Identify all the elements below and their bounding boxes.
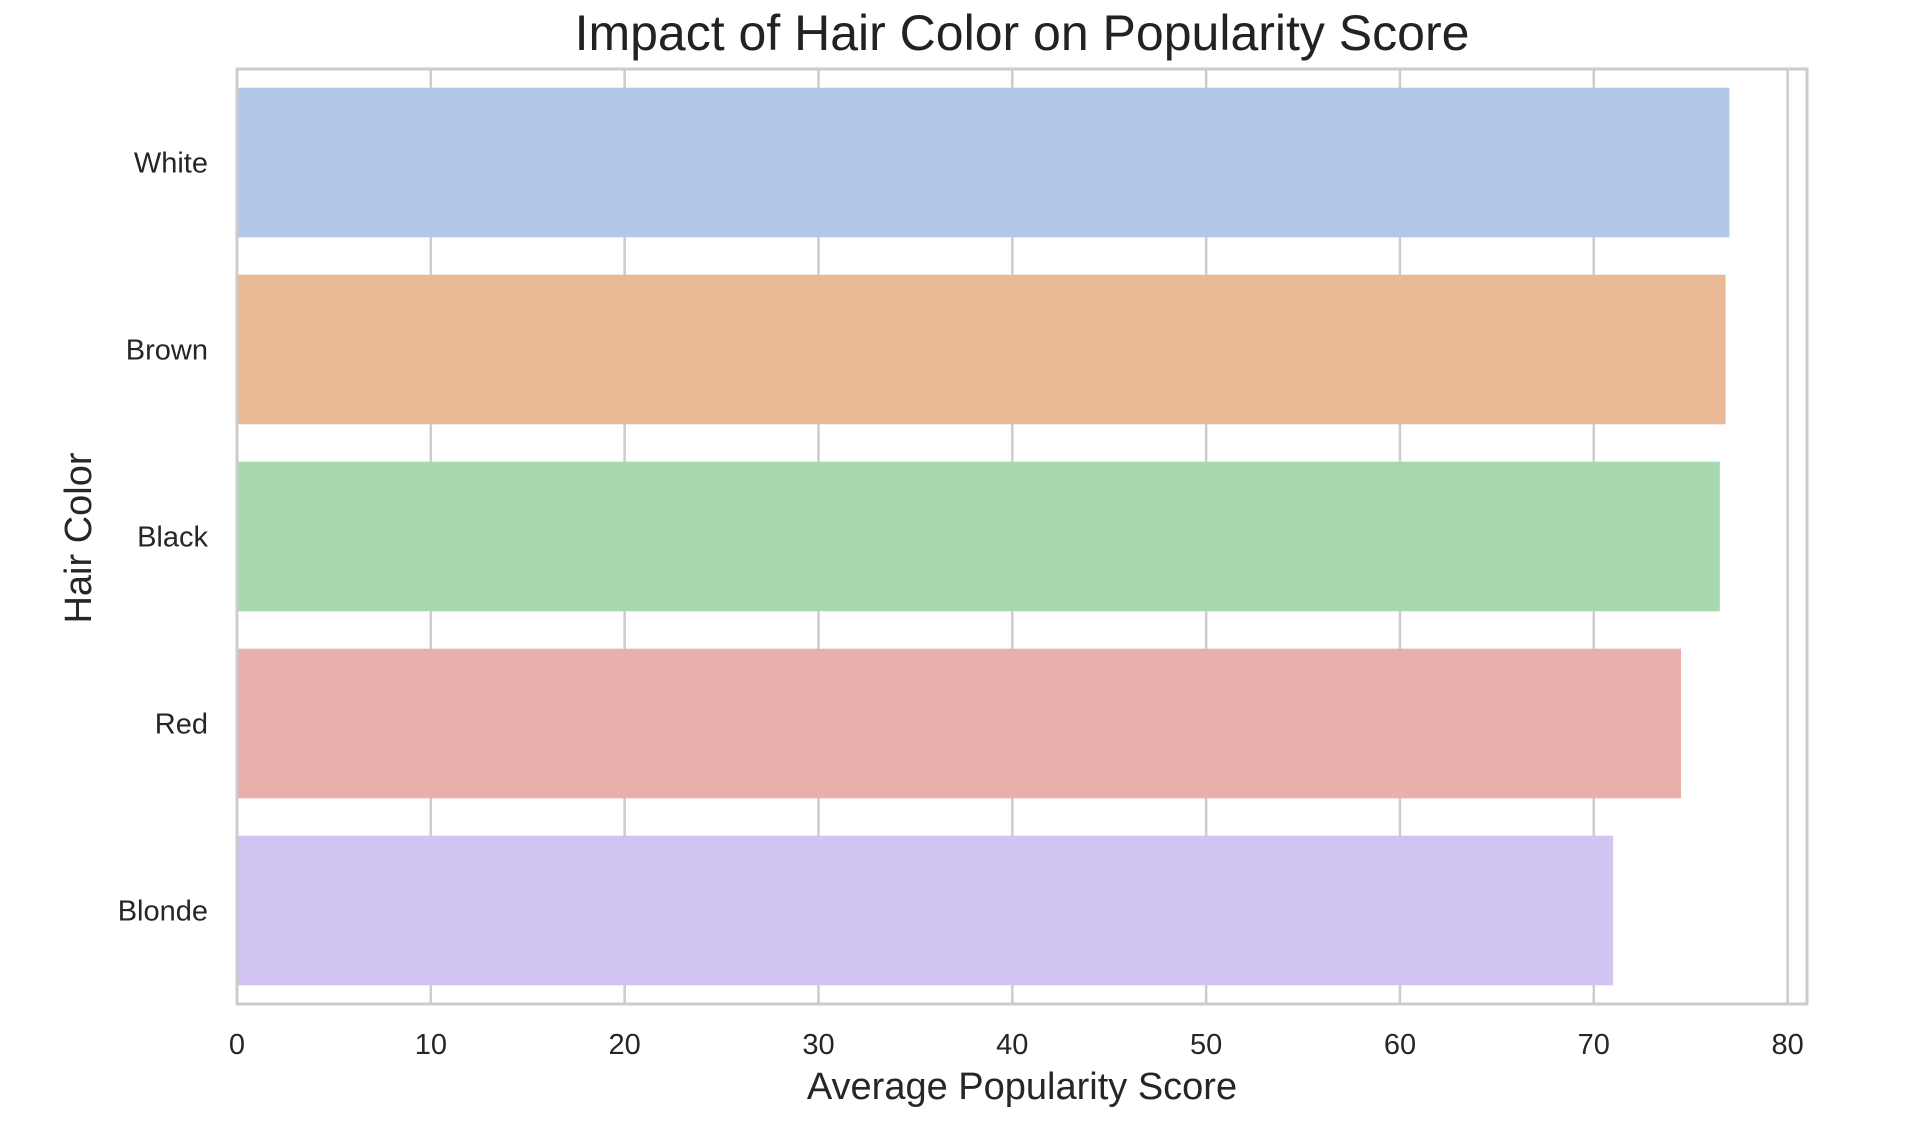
bar-red bbox=[237, 648, 1682, 799]
x-tick-label: 80 bbox=[1771, 1029, 1803, 1061]
x-tick-label: 40 bbox=[996, 1029, 1028, 1061]
x-tick-label: 0 bbox=[229, 1029, 245, 1061]
chart-title: Impact of Hair Color on Popularity Score bbox=[575, 5, 1470, 61]
bar-brown bbox=[237, 274, 1726, 425]
bar-blonde bbox=[237, 835, 1614, 986]
x-tick-label: 60 bbox=[1384, 1029, 1416, 1061]
x-tick-label: 70 bbox=[1578, 1029, 1610, 1061]
x-tick-label: 10 bbox=[415, 1029, 447, 1061]
tick-labels: 0 10 20 30 40 50 60 70 80 White Brown Black Red Blond… bbox=[118, 148, 1804, 1062]
x-tick-label: 20 bbox=[609, 1029, 641, 1061]
y-tick-label: White bbox=[134, 148, 208, 180]
y-axis-label: Hair Color bbox=[58, 452, 100, 623]
bar-white bbox=[237, 87, 1730, 238]
x-tick-label: 30 bbox=[802, 1029, 834, 1061]
bar-black bbox=[237, 461, 1720, 612]
x-axis-label: Average Popularity Score bbox=[807, 1066, 1237, 1108]
bars bbox=[237, 87, 1730, 986]
y-tick-label: Blonde bbox=[118, 896, 208, 928]
x-tick-label: 50 bbox=[1190, 1029, 1222, 1061]
y-tick-label: Red bbox=[155, 709, 208, 741]
plot-frame bbox=[235, 67, 1809, 1006]
y-tick-label: Black bbox=[137, 522, 208, 554]
y-tick-label: Brown bbox=[126, 335, 208, 367]
